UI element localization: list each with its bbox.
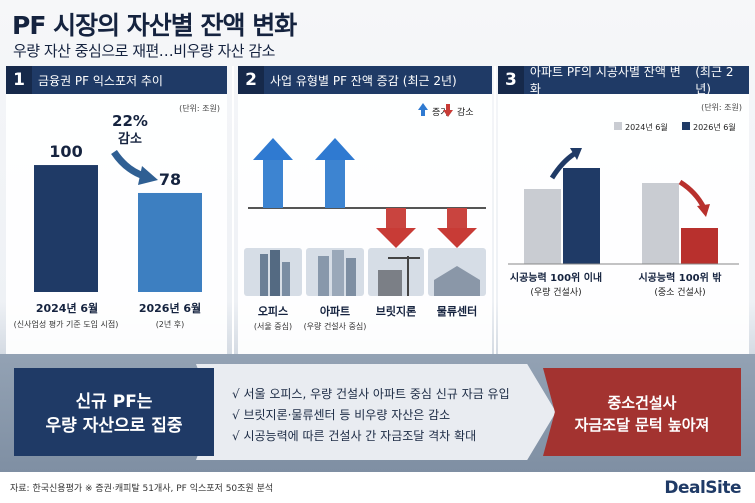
panel-3-header: 3 아파트 PF의 시공사별 잔액 변화 (최근 2년): [498, 65, 749, 96]
apartment-tower-left: [318, 256, 329, 296]
summary-left-line-2: 우량 자산으로 집중: [45, 416, 183, 436]
legend-2024-label: 2024년 6월: [625, 122, 668, 132]
group-label-1: 시공능력 100위 이내: [510, 271, 602, 284]
summary-right-box: 중소건설사 자금조달 문턱 높아져: [543, 368, 741, 456]
change-word: 감소: [118, 132, 142, 147]
check-item-1: √ 서울 오피스, 우량 건설사 아파트 중심 신규 자금 유입: [232, 387, 510, 401]
group-sublabel-2: (중소 건설사): [654, 287, 705, 298]
type-label-2: 아파트: [320, 304, 350, 318]
panel-2-number: 2: [238, 66, 264, 94]
panel-3-number: 3: [498, 66, 524, 94]
increase-arrow-icon: [549, 151, 576, 180]
x-sublabel-2: (2년 후): [156, 319, 185, 329]
legend-down-label: 감소: [457, 106, 474, 118]
bar-2: [138, 192, 202, 292]
panel-3-chart: (단위: 조원) 2024년 6월 2026년 6월 시공능력 100위 이내 …: [508, 102, 742, 298]
decrease-red-arrow-head-icon: [697, 204, 710, 217]
bar-g1-s2: [563, 168, 600, 264]
warehouse-icon: [434, 266, 480, 296]
summary-right-line-2: 자금조달 문턱 높아져: [574, 416, 710, 434]
legend-up-icon: [418, 103, 428, 116]
panel-2-title-suffix: (최근 2년): [402, 73, 457, 88]
panel-3-title-suffix: (최근 2년): [695, 65, 734, 96]
bar-g2-s1: [642, 183, 679, 264]
down-arrow-shaft-3: [386, 208, 406, 230]
down-arrow-head-4: [437, 228, 477, 248]
panel-2-header: 2 사업 유형별 PF 잔액 증감 (최근 2년): [238, 66, 492, 94]
down-arrow-shaft-4: [447, 208, 467, 230]
office-tower-right: [282, 262, 290, 296]
bar-value-2: 78: [159, 170, 181, 189]
increase-arrow-head-icon: [570, 148, 582, 160]
panel-1-chart: (단위: 조원) 100 78 22% 감소 2024년 6월 (신사업성 평가 …: [14, 103, 220, 329]
change-percent: 22%: [112, 112, 148, 130]
panel-1-header: 1 금융권 PF 익스포저 추이: [6, 66, 227, 94]
apartment-tower-mid: [332, 250, 344, 296]
panel-1-unit: (단위: 조원): [179, 103, 220, 113]
summary-checklist: √ 서울 오피스, 우량 건설사 아파트 중심 신규 자금 유입 √ 브릿지론·…: [232, 384, 510, 447]
panel-divider-1: [232, 66, 234, 354]
panel-3: 3 아파트 PF의 시공사별 잔액 변화 (최근 2년) (단위: 조원) 20…: [498, 65, 749, 354]
x-sublabel-1: (신사업성 평가 기준 도입 시점): [14, 319, 119, 329]
summary-right-line-1: 중소건설사: [607, 394, 677, 412]
x-label-2: 2026년 6월: [139, 301, 201, 315]
bar-1: [34, 165, 98, 292]
decrease-red-arrow-icon: [678, 179, 707, 210]
panel-2-title: 사업 유형별 PF 잔액 증감: [270, 73, 399, 88]
up-arrow-head-1: [253, 138, 293, 160]
up-arrow-shaft-2: [325, 158, 345, 208]
panel-1-number: 1: [6, 66, 32, 94]
type-label-1: 오피스: [258, 304, 288, 318]
summary-left-box: 신규 PF는 우량 자산으로 집중: [14, 368, 214, 456]
panel-divider-2: [494, 66, 496, 354]
down-arrow-head-3: [376, 228, 416, 248]
decrease-arrow-head-icon: [138, 166, 158, 185]
panel-2-chart: 증가 감소 오피스 (서울 중심) 아파트 (우량 건설사 중심) 브릿지론 물류센터: [244, 103, 486, 331]
panel-1: 1 금융권 PF 익스포저 추이 (단위: 조원) 100 78 22% 감소 2…: [6, 66, 227, 354]
legend-2024-swatch: [614, 122, 622, 130]
footer: [0, 472, 755, 503]
group-label-2: 시공능력 100위 밖: [638, 271, 722, 284]
legend-down-icon: [443, 104, 453, 117]
summary-left-line-1: 신규 PF는: [75, 392, 153, 412]
group-sublabel-1: (우량 건설사): [530, 286, 581, 298]
page-subtitle: 우량 자산 중심으로 재편…비우량 자산 감소: [13, 42, 275, 60]
panel-3-unit: (단위: 조원): [701, 102, 742, 112]
decrease-arrow-icon: [111, 149, 146, 180]
type-sublabel-2: (우량 건설사 중심): [304, 321, 367, 331]
up-arrow-shaft-1: [263, 158, 283, 208]
check-item-3: √ 시공능력에 따른 건설사 간 자금조달 격차 확대: [232, 429, 477, 443]
dealsite-logo[interactable]: DealSite: [664, 478, 741, 498]
page-title: PF 시장의 자산별 잔액 변화: [12, 11, 297, 40]
type-label-3: 브릿지론: [376, 304, 416, 318]
apartment-tower-right: [346, 258, 356, 296]
office-tower-left: [260, 254, 268, 296]
summary-arrow-panel: [196, 364, 556, 460]
legend-up-label: 증가: [432, 107, 449, 118]
legend-2026-label: 2026년 6월: [693, 122, 736, 132]
up-arrow-head-2: [315, 138, 355, 160]
check-item-2: √ 브릿지론·물류센터 등 비우량 자산은 감소: [232, 408, 451, 422]
bar-g2-s2: [681, 228, 718, 264]
panel-2: 2 사업 유형별 PF 잔액 증감 (최근 2년) 증가 감소: [238, 66, 492, 354]
construction-site: [378, 270, 402, 296]
office-tower-mid: [270, 250, 280, 296]
x-label-1: 2024년 6월: [36, 301, 98, 315]
type-sublabel-1: (서울 중심): [254, 321, 292, 331]
type-label-4: 물류센터: [437, 304, 477, 318]
legend-2026-swatch: [682, 122, 690, 130]
panel-3-title: 아파트 PF의 시공사별 잔액 변화: [529, 65, 681, 96]
source-note: 자료: 한국신용평가 ※ 증권·캐피탈 51개사, PF 익스포저 50조원 분…: [10, 484, 274, 494]
panel-1-title: 금융권 PF 익스포저 추이: [38, 73, 163, 88]
bar-value-1: 100: [49, 142, 82, 161]
bar-g1-s1: [524, 189, 561, 264]
